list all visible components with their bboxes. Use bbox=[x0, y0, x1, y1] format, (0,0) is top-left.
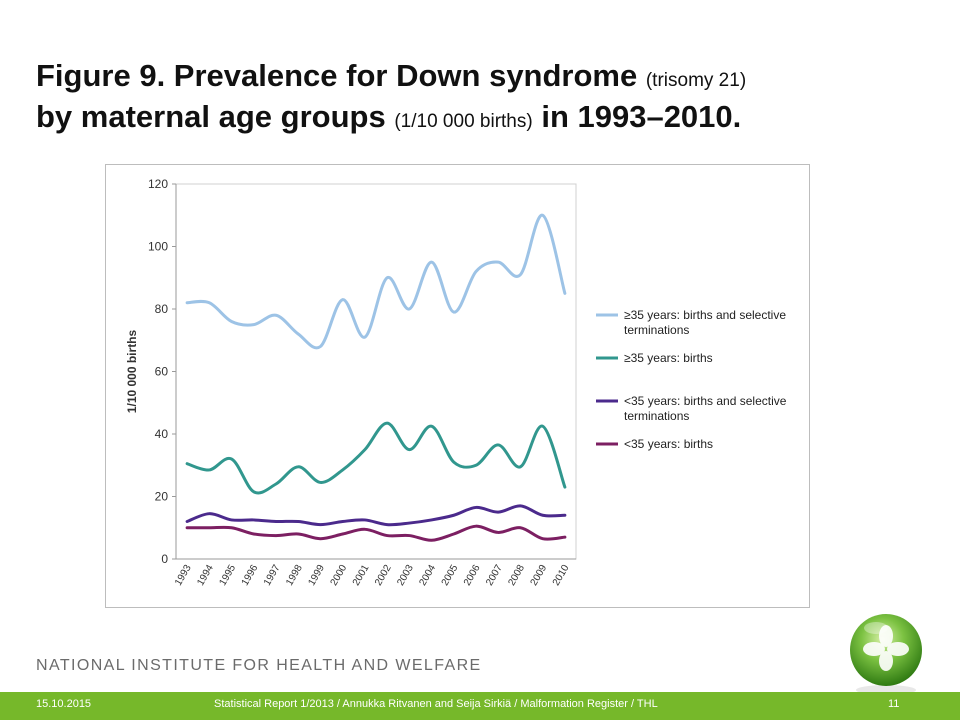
title-subtitle-trisomy: (trisomy 21) bbox=[645, 70, 747, 91]
x-tick-label: 2010 bbox=[551, 563, 572, 588]
title-main-line-3: in 1993–2010. bbox=[541, 99, 742, 134]
x-tick-label: 2002 bbox=[373, 563, 394, 588]
x-tick-label: 2007 bbox=[484, 563, 505, 588]
y-tick-label: 60 bbox=[155, 365, 169, 379]
x-tick-label: 1994 bbox=[195, 563, 216, 588]
title-unit-note: (1/10 000 births) bbox=[394, 111, 533, 132]
x-tick-label: 2000 bbox=[329, 563, 350, 588]
y-tick-label: 120 bbox=[148, 177, 168, 191]
series-line-4 bbox=[185, 524, 567, 542]
y-tick-label: 0 bbox=[161, 552, 168, 566]
x-tick-label: 1996 bbox=[240, 563, 261, 588]
footer-date: 15.10.2015 bbox=[36, 698, 92, 710]
plot-area bbox=[175, 183, 577, 560]
footer-bar: 15.10.2015 Statistical Report 1/2013 / A… bbox=[0, 692, 960, 720]
x-tick-label: 1995 bbox=[218, 563, 239, 588]
page-title: Figure 9. Prevalence for Down syndrome (… bbox=[36, 58, 936, 140]
x-tick-label: 2008 bbox=[506, 563, 527, 588]
x-tick-label: 2004 bbox=[418, 563, 439, 588]
title-main-line-2: by maternal age groups bbox=[36, 99, 386, 134]
x-tick-label: 1998 bbox=[284, 563, 305, 588]
x-tick-label: 1993 bbox=[173, 563, 194, 588]
page-number: 11 bbox=[888, 698, 900, 710]
footer-source: Statistical Report 1/2013 / Annukka Ritv… bbox=[214, 698, 658, 710]
x-tick-label: 1999 bbox=[306, 563, 327, 588]
chart-container: 0 20 40 60 80 100 120 1993 1994 1995 1996 1997 1998 1… bbox=[105, 164, 810, 608]
x-tick-label: 2001 bbox=[351, 563, 372, 588]
y-tick-label: 20 bbox=[155, 490, 169, 504]
organization-name: NATIONAL INSTITUTE FOR HEALTH AND WELFAR… bbox=[36, 657, 482, 674]
series-line-2 bbox=[185, 421, 567, 495]
x-tick-label: 2003 bbox=[395, 563, 416, 588]
y-axis-label: 1/10 000 births bbox=[125, 329, 139, 413]
series-line-3 bbox=[185, 504, 567, 527]
y-tick-label: 100 bbox=[148, 240, 168, 254]
x-tick-label: 2006 bbox=[462, 563, 483, 588]
x-tick-label: 2009 bbox=[529, 563, 550, 588]
x-tick-label: 1997 bbox=[262, 563, 283, 588]
legend-label-4: <35 years: births bbox=[624, 437, 713, 451]
y-tick-label: 40 bbox=[155, 427, 169, 441]
series-line-1 bbox=[185, 213, 567, 350]
y-tick-label: 80 bbox=[155, 302, 169, 316]
legend-label-2: ≥35 years: births bbox=[624, 351, 713, 365]
legend-label-3: <35 years: births and selective terminati… bbox=[624, 394, 787, 423]
green-sphere-logo-icon bbox=[850, 614, 922, 695]
title-main-line-1: Figure 9. Prevalence for Down syndrome bbox=[36, 58, 638, 93]
x-tick-label: 2005 bbox=[440, 563, 461, 588]
legend-label-1: ≥35 years: births and selective terminati… bbox=[624, 308, 786, 337]
